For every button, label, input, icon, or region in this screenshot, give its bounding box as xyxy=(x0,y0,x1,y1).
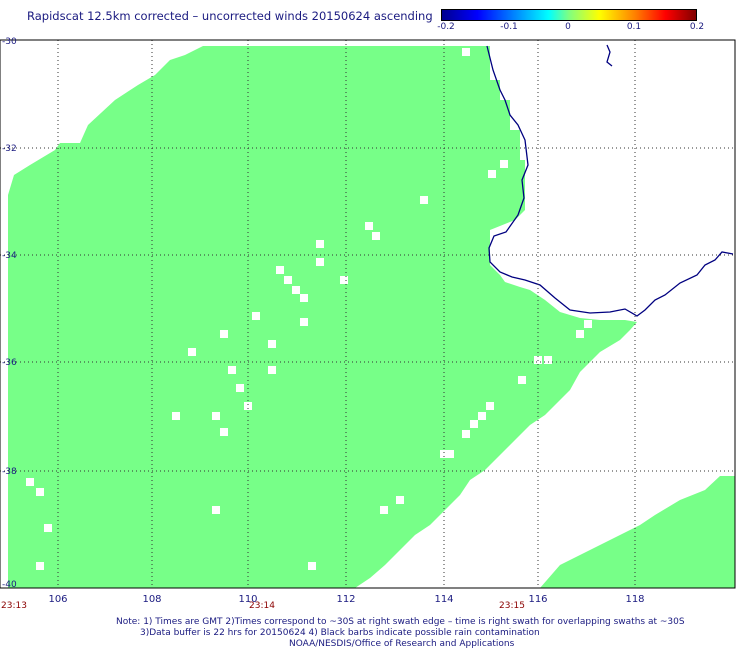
lon-label: 118 xyxy=(625,594,645,605)
colorbar-tick: 0.1 xyxy=(626,22,642,32)
swath-fill xyxy=(8,46,735,588)
lon-label: 106 xyxy=(48,594,68,605)
time-label: 23:15 xyxy=(499,601,525,611)
lat-label: -36 xyxy=(2,358,17,368)
gridlines xyxy=(0,40,735,588)
lon-label: 112 xyxy=(336,594,356,605)
lat-label: -40 xyxy=(2,580,17,590)
time-label: 23:13 xyxy=(1,601,27,611)
footer-note-2: 3)Data buffer is 22 hrs for 20150624 4) … xyxy=(140,628,540,638)
lat-label: -30 xyxy=(2,37,17,47)
lat-label: -34 xyxy=(2,251,17,261)
coastline xyxy=(486,44,734,317)
footer-note-1: Note: 1) Times are GMT 2)Times correspon… xyxy=(116,617,685,627)
colorbar-tick: -0.1 xyxy=(500,22,518,32)
map-title: Rapidscat 12.5km corrected – uncorrected… xyxy=(27,9,433,23)
lat-label: -38 xyxy=(2,467,17,477)
lon-label: 116 xyxy=(528,594,548,605)
lon-label: 114 xyxy=(434,594,454,605)
lat-label: -32 xyxy=(2,144,17,154)
time-label: 23:14 xyxy=(249,601,275,611)
color-scale-bar xyxy=(441,9,697,21)
map-frame xyxy=(0,39,736,589)
colorbar-tick: -0.2 xyxy=(437,22,455,32)
colorbar-tick: 0.2 xyxy=(689,22,705,32)
footer-credit: NOAA/NESDIS/Office of Research and Appli… xyxy=(289,639,515,649)
lon-label: 110 xyxy=(238,594,258,605)
lon-label: 108 xyxy=(142,594,162,605)
rain-flag-cells xyxy=(26,48,592,588)
colorbar-tick: 0 xyxy=(565,22,571,32)
